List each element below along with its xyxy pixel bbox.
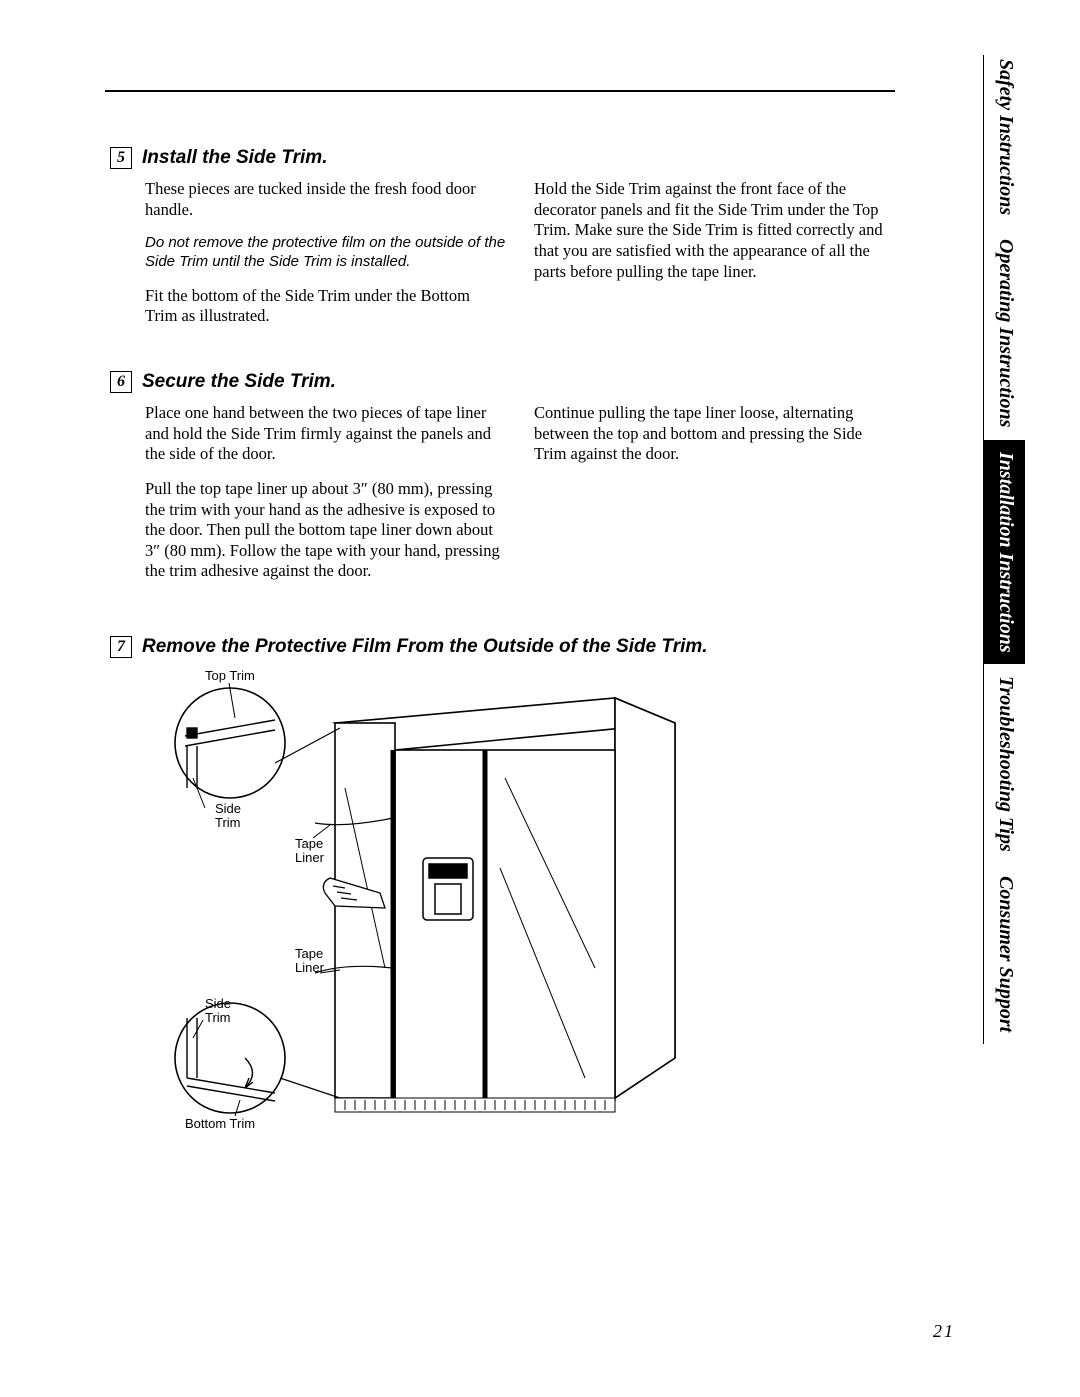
svg-text:TapeLiner: TapeLiner — [295, 946, 325, 975]
step-6-right-col: Continue pulling the tape liner loose, a… — [534, 403, 895, 596]
step-6-columns: Place one hand between the two pieces of… — [105, 403, 895, 596]
tab-operating-instructions[interactable]: Operating Instructions — [983, 227, 1025, 439]
svg-text:SideTrim: SideTrim — [205, 996, 231, 1025]
step-5: 5 Install the Side Trim. These pieces ar… — [105, 147, 895, 341]
top-rule — [105, 90, 895, 92]
tab-installation-instructions[interactable]: Installation Instructions — [983, 440, 1025, 665]
step-title: Secure the Side Trim. — [142, 371, 336, 393]
step-number-box: 7 — [110, 636, 132, 658]
label-top-trim: Top Trim — [205, 668, 255, 683]
note: Do not remove the protective film on the… — [145, 234, 506, 272]
svg-text:TapeLiner: TapeLiner — [295, 836, 325, 865]
para: Place one hand between the two pieces of… — [145, 403, 506, 465]
label-bottom-trim: Bottom Trim — [185, 1116, 255, 1131]
section-tabs: Safety Instructions Operating Instructio… — [983, 55, 1025, 1205]
tab-safety-instructions[interactable]: Safety Instructions — [983, 55, 1025, 227]
refrigerator-diagram: Top Trim SideTrim TapeLiner TapeLiner Si… — [145, 668, 715, 1138]
step-6-left-col: Place one hand between the two pieces of… — [145, 403, 506, 596]
para: Pull the top tape liner up about 3″ (80 … — [145, 479, 506, 582]
tab-troubleshooting-tips[interactable]: Troubleshooting Tips — [983, 664, 1025, 864]
step-title: Install the Side Trim. — [142, 147, 327, 169]
tab-consumer-support[interactable]: Consumer Support — [983, 864, 1025, 1044]
step-6: 6 Secure the Side Trim. Place one hand b… — [105, 371, 895, 596]
step-7-header: 7 Remove the Protective Film From the Ou… — [105, 636, 895, 658]
step-5-header: 5 Install the Side Trim. — [105, 147, 895, 169]
step-5-left-col: These pieces are tucked inside the fresh… — [145, 179, 506, 341]
diagram: Top Trim SideTrim TapeLiner TapeLiner Si… — [105, 668, 895, 1143]
step-number-box: 5 — [110, 147, 132, 169]
step-number-box: 6 — [110, 371, 132, 393]
step-5-columns: These pieces are tucked inside the fresh… — [105, 179, 895, 341]
page-number: 21 — [933, 1321, 955, 1342]
para: Hold the Side Trim against the front fac… — [534, 179, 895, 282]
svg-text:SideTrim: SideTrim — [215, 801, 241, 830]
step-title: Remove the Protective Film From the Outs… — [142, 636, 708, 658]
para: Continue pulling the tape liner loose, a… — [534, 403, 895, 465]
para: Fit the bottom of the Side Trim under th… — [145, 286, 506, 327]
page-content: 5 Install the Side Trim. These pieces ar… — [105, 90, 895, 1173]
step-7: 7 Remove the Protective Film From the Ou… — [105, 636, 895, 1143]
step-6-header: 6 Secure the Side Trim. — [105, 371, 895, 393]
step-5-right-col: Hold the Side Trim against the front fac… — [534, 179, 895, 341]
para: These pieces are tucked inside the fresh… — [145, 179, 506, 220]
